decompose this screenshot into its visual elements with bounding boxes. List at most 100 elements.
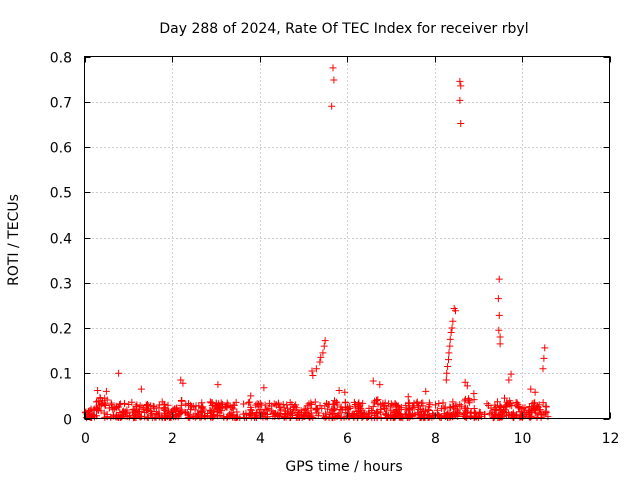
data-point [298, 411, 306, 419]
data-point [387, 407, 395, 415]
data-point [404, 393, 412, 401]
data-point [537, 414, 545, 422]
data-point [100, 400, 108, 408]
x-tick-label: 10 [514, 431, 532, 447]
data-point [199, 405, 207, 413]
data-point [214, 405, 222, 413]
data-point [268, 407, 276, 415]
data-point [449, 317, 457, 325]
data-point [519, 404, 527, 412]
data-point [505, 376, 513, 384]
data-point [494, 295, 502, 303]
data-point [439, 399, 447, 407]
data-point [496, 333, 504, 341]
data-point [279, 400, 287, 408]
data-point [457, 402, 465, 410]
data-point [90, 405, 98, 413]
data-point [422, 387, 430, 395]
x-tick-label: 8 [431, 431, 440, 447]
data-point [247, 403, 255, 411]
data-point [120, 399, 128, 407]
data-point [499, 408, 507, 416]
data-point [123, 409, 131, 417]
data-point [534, 403, 542, 411]
data-point [448, 324, 456, 332]
data-point [446, 335, 454, 343]
data-point [383, 413, 391, 421]
data-point [305, 413, 313, 421]
data-point [444, 362, 452, 370]
data-point [210, 407, 218, 415]
data-point [206, 406, 214, 414]
data-point [413, 398, 421, 406]
data-point [501, 394, 508, 402]
data-point [101, 401, 109, 409]
data-point [403, 414, 411, 422]
data-point [512, 398, 520, 406]
data-point [495, 311, 503, 319]
data-point [321, 337, 329, 345]
data-point [381, 399, 389, 407]
data-point [184, 409, 192, 417]
data-point [417, 399, 425, 407]
data-point [496, 340, 504, 348]
data-point [253, 400, 261, 408]
data-point [228, 404, 236, 412]
data-point [86, 407, 94, 415]
data-point [320, 342, 328, 350]
data-point [368, 414, 376, 422]
data-point [496, 403, 504, 411]
data-point [441, 403, 449, 411]
data-point [456, 77, 464, 85]
data-point [107, 399, 115, 407]
data-point [227, 409, 235, 417]
data-point [443, 369, 451, 377]
data-point [481, 410, 489, 418]
data-point [214, 381, 222, 389]
data-point [383, 405, 391, 413]
data-point [359, 399, 367, 407]
x-tick-label: 0 [81, 431, 90, 447]
data-point [336, 405, 344, 413]
data-point [330, 76, 338, 84]
data-point [360, 411, 368, 419]
data-point [507, 370, 515, 378]
data-point [461, 395, 469, 403]
data-point [212, 399, 220, 407]
data-point [354, 414, 362, 422]
data-point [544, 413, 552, 421]
data-point [499, 409, 507, 417]
data-point [97, 400, 105, 408]
data-point [420, 407, 428, 415]
data-point [397, 406, 405, 414]
data-point [504, 400, 512, 408]
data-point [168, 407, 176, 415]
y-tick-label: 0 [63, 413, 72, 429]
data-point [216, 411, 224, 419]
data-point [329, 64, 337, 72]
data-point [213, 404, 221, 412]
data-point [312, 365, 320, 373]
data-points [81, 64, 552, 422]
tick-labels: 0 2 4 6 8 10 12 0 0.1 0.2 0.3 0.4 0.5 0.6 0.7 0.8 [50, 51, 620, 448]
data-point [456, 401, 464, 409]
data-point [253, 409, 261, 417]
y-tick-label: 0.3 [50, 277, 72, 293]
data-point [94, 386, 102, 394]
data-point [539, 399, 547, 407]
data-point [288, 401, 296, 409]
data-point [262, 405, 270, 413]
data-point [495, 275, 503, 283]
data-point [539, 365, 547, 373]
data-point [236, 414, 244, 422]
data-point [107, 413, 115, 421]
data-point [353, 410, 361, 418]
data-point [90, 411, 98, 419]
data-point [221, 403, 229, 411]
y-tick-label: 0.5 [50, 186, 72, 202]
data-point [301, 411, 309, 419]
data-point [382, 410, 390, 418]
data-point [309, 372, 317, 380]
data-point [92, 398, 100, 406]
